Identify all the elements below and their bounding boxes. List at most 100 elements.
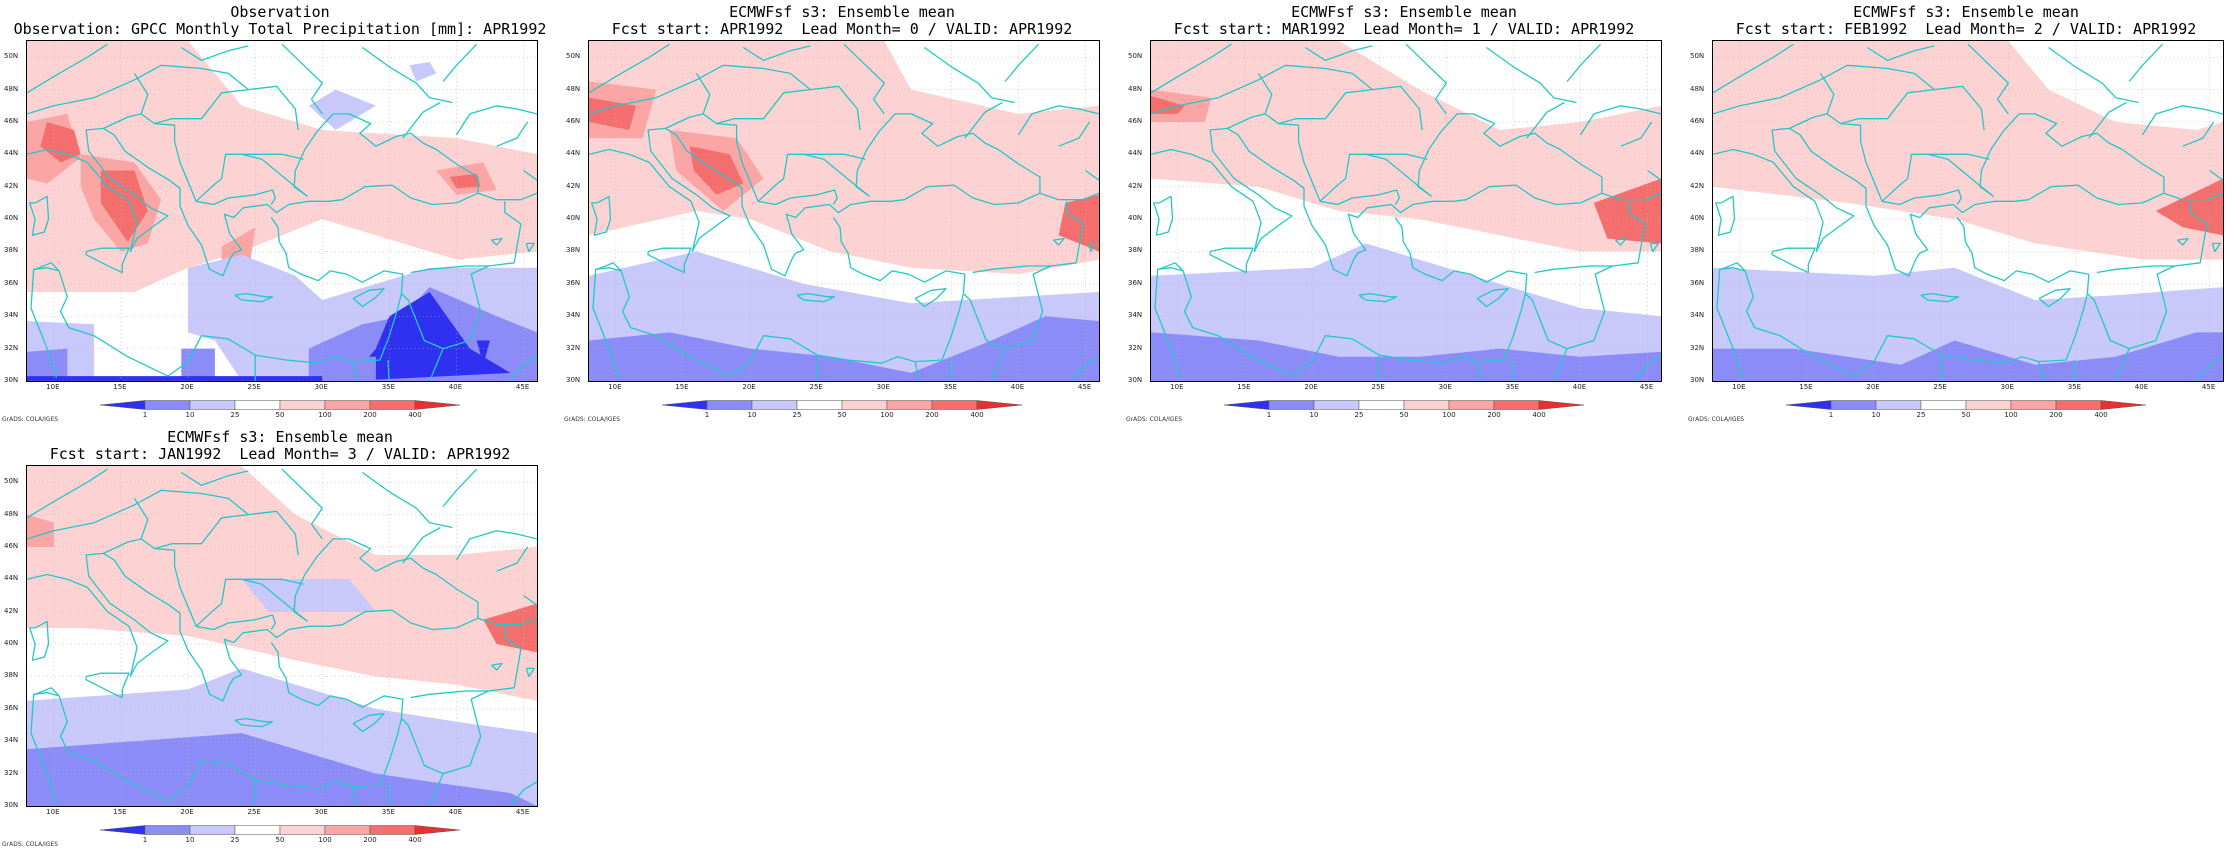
- precip-shaded-area: [589, 316, 1099, 381]
- colorbar-label: 100: [318, 411, 332, 419]
- lat-tick-label: 42N: [1128, 181, 1143, 190]
- coastline: [1716, 267, 1746, 378]
- coastline: [1601, 192, 1661, 201]
- lon-tick-label: 15E: [113, 383, 127, 391]
- lat-tick-label: 44N: [1690, 149, 1705, 158]
- coastline: [27, 552, 479, 702]
- precip-shaded-area: [476, 340, 490, 365]
- coastline: [1524, 265, 1613, 350]
- panel-subtitle: Fcst start: APR1992 Lead Month= 0 / VALI…: [611, 20, 1073, 38]
- colorbar-label: 100: [318, 836, 332, 844]
- map-panel: ECMWFsf s3: Ensemble mean Fcst start: JAN…: [0, 425, 560, 850]
- lat-tick-label: 36N: [4, 278, 19, 287]
- colorbar-swatch: [841, 400, 888, 410]
- coastline: [477, 617, 537, 626]
- coastline: [596, 217, 966, 377]
- colorbar-label: 50: [1399, 411, 1409, 419]
- colorbar-swatch: [144, 400, 191, 410]
- precip-shaded-area: [27, 348, 68, 381]
- colorbar-label: 200: [1487, 411, 1501, 419]
- lon-tick-label: 45E: [2201, 383, 2216, 391]
- coastline: [281, 43, 323, 115]
- precip-shaded-area: [1151, 96, 1185, 114]
- colorbar-label: 25: [1354, 411, 1364, 419]
- map-panel: Observation Observation: GPCC Monthly Tot…: [0, 0, 560, 425]
- coastline: [133, 498, 149, 540]
- colorbar-label: 25: [230, 836, 240, 844]
- coastline: [972, 201, 1084, 274]
- colorbar-label: 1: [1828, 411, 1834, 419]
- coastline: [1579, 105, 1661, 136]
- colorbar: [662, 400, 1022, 410]
- colorbar-swatch: [1786, 400, 1832, 410]
- colorbar-swatch: [189, 825, 236, 835]
- coastline: [1771, 247, 1816, 274]
- lat-tick-label: 42N: [4, 181, 19, 190]
- grads-credit: GrADS: COLA/IGES: [564, 416, 621, 423]
- colorbar-label: 200: [363, 836, 377, 844]
- lat-tick-label: 30N: [566, 376, 581, 384]
- lon-tick-label: 15E: [113, 808, 127, 816]
- coastline: [477, 192, 537, 201]
- coastline: [964, 101, 1003, 139]
- coastline: [195, 189, 276, 206]
- coastline: [30, 267, 60, 378]
- coastline: [2163, 192, 2223, 201]
- lat-tick-label: 42N: [4, 606, 19, 615]
- coastline: [400, 265, 489, 350]
- colorbar-swatch: [324, 400, 371, 410]
- colorbar-swatch: [1358, 400, 1405, 410]
- coastline: [410, 201, 522, 274]
- panel-title: ECMWFsf s3: Ensemble mean: [1853, 3, 2079, 21]
- lon-tick-label: 35E: [1505, 383, 1520, 391]
- coastline: [1304, 45, 1373, 62]
- lat-tick-label: 38N: [4, 671, 19, 680]
- coastline: [1866, 45, 1935, 62]
- lat-tick-label: 42N: [1690, 181, 1705, 190]
- lat-tick-label: 36N: [1128, 278, 1143, 287]
- coastlines-borders: [589, 43, 1099, 381]
- colorbar-swatch: [1920, 400, 1967, 410]
- lon-tick-label: 45E: [1639, 383, 1654, 391]
- coastline: [1417, 113, 1603, 197]
- coastline: [496, 121, 529, 147]
- coastline: [293, 538, 479, 622]
- coastline: [27, 468, 108, 519]
- lat-tick-label: 46N: [4, 116, 19, 125]
- lat-tick-label: 46N: [1128, 116, 1143, 125]
- lon-tick-label: 35E: [2067, 383, 2082, 391]
- colorbar-label: 200: [925, 411, 939, 419]
- colorbar-swatch: [1830, 400, 1877, 410]
- coastline: [27, 127, 479, 277]
- colorbar-swatch: [976, 400, 1022, 410]
- colorbar-swatch: [324, 825, 371, 835]
- coastline: [665, 113, 866, 202]
- lat-tick-label: 48N: [566, 84, 581, 93]
- map-panel: ECMWFsf s3: Ensemble mean Fcst start: MAR…: [1124, 0, 1684, 425]
- precip-shaded-area: [1058, 194, 1099, 252]
- colorbar: [1224, 400, 1584, 410]
- colorbar-label: 400: [2094, 411, 2108, 419]
- colorbar-swatch: [100, 400, 146, 410]
- colorbar-label: 10: [185, 836, 195, 844]
- lake-outline: [490, 237, 503, 246]
- lat-tick-label: 30N: [4, 376, 19, 384]
- lon-tick-label: 20E: [1866, 383, 1880, 391]
- coastline: [1511, 348, 1568, 381]
- precip-shaded-area: [409, 62, 437, 82]
- lat-tick-label: 42N: [566, 181, 581, 190]
- lon-tick-label: 10E: [1170, 383, 1184, 391]
- lat-tick-label: 40N: [4, 639, 19, 648]
- coastline: [1476, 361, 1482, 381]
- lat-tick-label: 40N: [4, 214, 19, 223]
- coastline: [1840, 88, 1935, 125]
- precipitation-map: [1713, 41, 2223, 381]
- coastline: [2038, 288, 2071, 308]
- map-frame: [1712, 40, 2224, 382]
- lon-tick-label: 15E: [1799, 383, 1813, 391]
- coastline: [2195, 356, 2223, 381]
- precip-shaded-area: [589, 97, 636, 130]
- lat-tick-label: 34N: [566, 311, 581, 320]
- lake-outline: [1052, 237, 1065, 246]
- lon-tick-label: 40E: [2134, 383, 2149, 391]
